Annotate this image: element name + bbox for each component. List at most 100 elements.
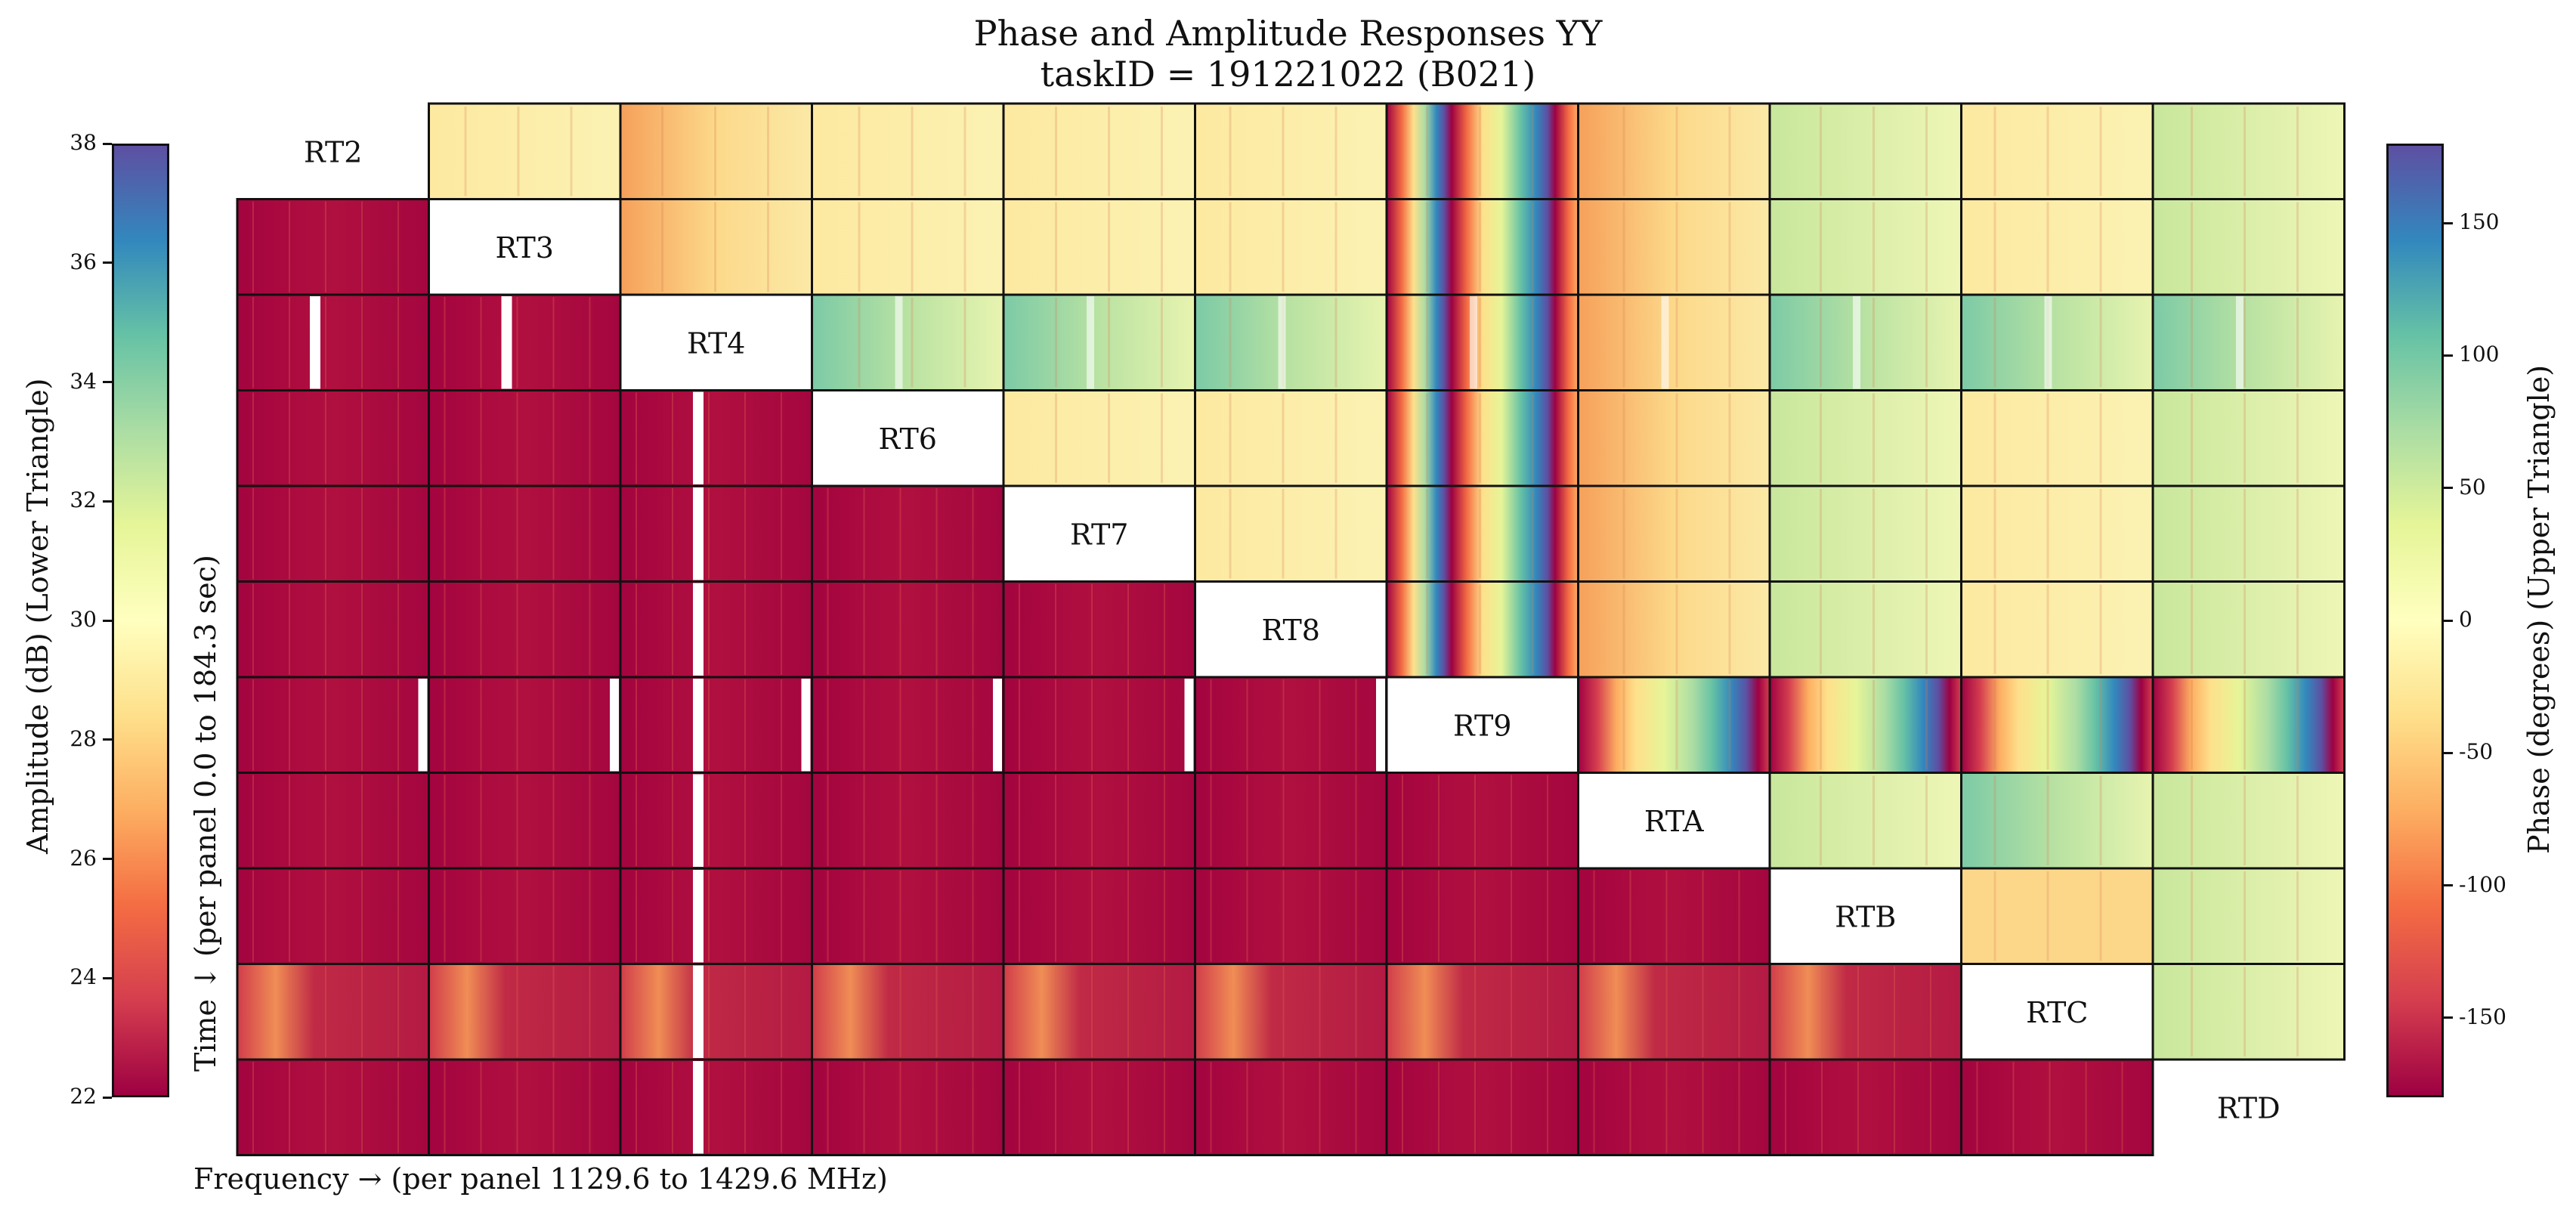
amplitude-panel [1385, 963, 1579, 1061]
antenna-label: RT8 [1262, 614, 1320, 647]
amplitude-panel [619, 772, 813, 870]
amplitude-panel [428, 580, 622, 679]
amplitude-panel [1577, 867, 1771, 965]
phase-panel [1768, 389, 1962, 487]
phase-panel [811, 198, 1005, 296]
x-axis-label: Frequency → (per panel 1129.6 to 1429.6 … [193, 1162, 888, 1196]
amplitude-panel [428, 1058, 622, 1156]
amplitude-panel [619, 580, 813, 679]
phase-panel [2151, 102, 2346, 200]
phase-panel [1194, 484, 1388, 583]
phase-panel [2151, 389, 2346, 487]
phase-panel [1960, 580, 2154, 679]
amplitude-panel [811, 484, 1005, 583]
amplitude-colorbar-tick-label: 26 [70, 845, 97, 871]
phase-panel [2151, 963, 2346, 1061]
diagonal-cell [619, 293, 813, 391]
phase-panel [1768, 293, 1962, 391]
amplitude-panel [1002, 1058, 1196, 1156]
amplitude-panel [1194, 1058, 1388, 1156]
diagonal-cell [1768, 867, 1962, 965]
amplitude-panel [619, 1058, 813, 1156]
phase-panel [1194, 293, 1388, 391]
amplitude-panel [1002, 867, 1196, 965]
antenna-label: RT2 [304, 135, 362, 169]
phase-panel [1960, 772, 2154, 870]
amplitude-colorbar-tickmark [103, 1096, 112, 1099]
antenna-label: RTD [2217, 1091, 2281, 1125]
amplitude-panel [428, 676, 622, 774]
phase-colorbar-tick-label: 100 [2459, 342, 2500, 367]
amplitude-colorbar-tickmark [103, 261, 112, 265]
phase-panel [1577, 293, 1771, 391]
phase-panel [1577, 389, 1771, 487]
amplitude-colorbar-tick-label: 36 [70, 249, 97, 274]
phase-colorbar-tickmark [2444, 487, 2453, 490]
phase-panel [619, 102, 813, 200]
antenna-label: RT7 [1070, 518, 1128, 551]
amplitude-panel [236, 1058, 430, 1156]
amplitude-panel [811, 580, 1005, 679]
amplitude-panel [1385, 772, 1579, 870]
phase-panel [2151, 580, 2346, 679]
amplitude-panel [811, 772, 1005, 870]
phase-panel [1385, 580, 1579, 679]
amplitude-colorbar-tick-label: 38 [70, 130, 97, 155]
phase-panel [428, 102, 622, 200]
amplitude-panel [811, 676, 1005, 774]
amplitude-panel [236, 772, 430, 870]
amplitude-colorbar-tickmark [103, 619, 112, 622]
amplitude-panel [1577, 1058, 1771, 1156]
amplitude-colorbar-tickmark [103, 142, 112, 145]
amplitude-panel [619, 484, 813, 583]
phase-panel [2151, 484, 2346, 583]
phase-panel [2151, 772, 2346, 870]
phase-panel [1194, 389, 1388, 487]
amplitude-panel [1194, 867, 1388, 965]
phase-panel [1194, 102, 1388, 200]
amplitude-panel [428, 293, 622, 391]
amplitude-panel [428, 389, 622, 487]
amplitude-panel [236, 293, 430, 391]
phase-panel [1385, 102, 1579, 200]
phase-panel [811, 102, 1005, 200]
amplitude-panel [1002, 580, 1196, 679]
phase-panel [1577, 676, 1771, 774]
diagonal-cell [1385, 676, 1579, 774]
amplitude-panel [428, 484, 622, 583]
phase-panel [811, 293, 1005, 391]
chart-title: Phase and Amplitude Responses YY [973, 13, 1603, 54]
phase-panel [1768, 772, 1962, 870]
phase-panel [1577, 102, 1771, 200]
phase-panel [1960, 484, 2154, 583]
phase-panel [1002, 102, 1196, 200]
amplitude-colorbar-tickmark [103, 976, 112, 979]
amplitude-colorbar-tick-label: 28 [70, 725, 97, 751]
phase-colorbar [2386, 144, 2444, 1097]
amplitude-panel [619, 389, 813, 487]
amplitude-colorbar [112, 144, 169, 1097]
phase-panel [1385, 389, 1579, 487]
amplitude-panel [236, 198, 430, 296]
amplitude-panel [1768, 1058, 1962, 1156]
amplitude-panel [619, 867, 813, 965]
phase-panel [1768, 484, 1962, 583]
amplitude-colorbar-tick-label: 22 [70, 1084, 97, 1109]
amplitude-panel [811, 867, 1005, 965]
phase-colorbar-tick-label: -100 [2459, 871, 2506, 897]
phase-panel [1768, 580, 1962, 679]
amplitude-panel [236, 676, 430, 774]
amplitude-panel [236, 484, 430, 583]
phase-colorbar-tick-label: 150 [2459, 209, 2500, 235]
phase-colorbar-tickmark [2444, 1016, 2453, 1019]
amplitude-panel [1385, 1058, 1579, 1156]
amplitude-colorbar-tickmark [103, 738, 112, 741]
phase-panel [1002, 198, 1196, 296]
phase-panel [1960, 198, 2154, 296]
antenna-label: RT9 [1453, 709, 1511, 742]
amplitude-colorbar-tick-label: 24 [70, 964, 97, 990]
amplitude-panel [1002, 676, 1196, 774]
antenna-label: RT3 [496, 231, 554, 265]
diagonal-cell [428, 198, 622, 296]
phase-panel [1577, 198, 1771, 296]
